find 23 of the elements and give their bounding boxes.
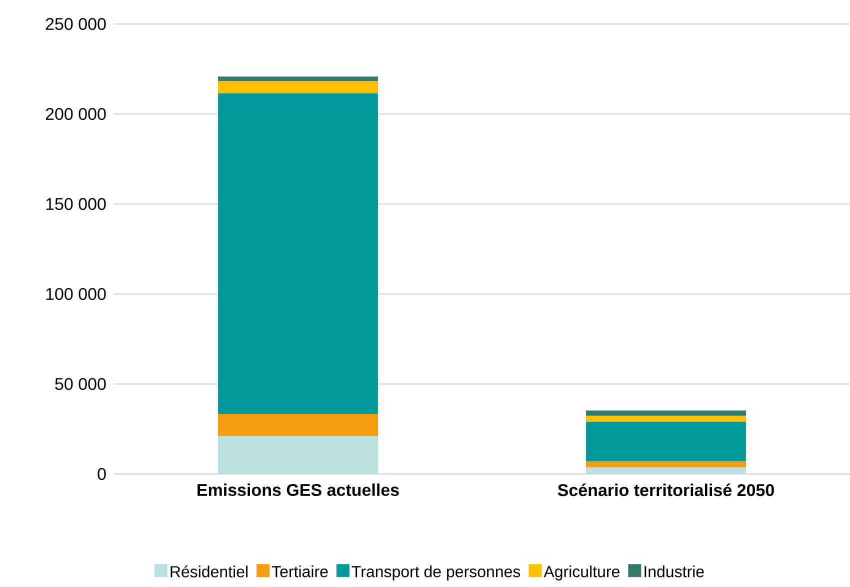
bar — [586, 416, 746, 422]
bar — [586, 467, 746, 474]
bar — [586, 422, 746, 462]
bar — [218, 436, 378, 474]
y-tick-label: 150 000 — [46, 198, 106, 210]
x-tick-label: Scénario territorialisé 2050 — [558, 484, 774, 496]
legend-label: Industrie — [644, 566, 704, 578]
legend-label: Résidentiel — [170, 565, 248, 578]
bar — [586, 461, 746, 468]
y-tick-label: 100 000 — [46, 288, 106, 300]
y-tick-label: 50 000 — [55, 378, 106, 390]
y-tick-label: 250 000 — [46, 18, 106, 30]
x-tick-label: Emissions GES actuelles — [198, 484, 399, 496]
bar — [218, 81, 378, 94]
legend-label: Tertiaire — [272, 566, 328, 578]
y-tick-label: 200 000 — [46, 108, 106, 120]
bar — [218, 93, 378, 414]
bar — [218, 76, 378, 82]
bar — [586, 410, 746, 416]
bar — [218, 414, 378, 436]
legend-label: Agriculture — [544, 566, 620, 580]
legend-label: Transport de personnes — [352, 566, 520, 580]
y-tick-label: 0 — [98, 468, 106, 480]
